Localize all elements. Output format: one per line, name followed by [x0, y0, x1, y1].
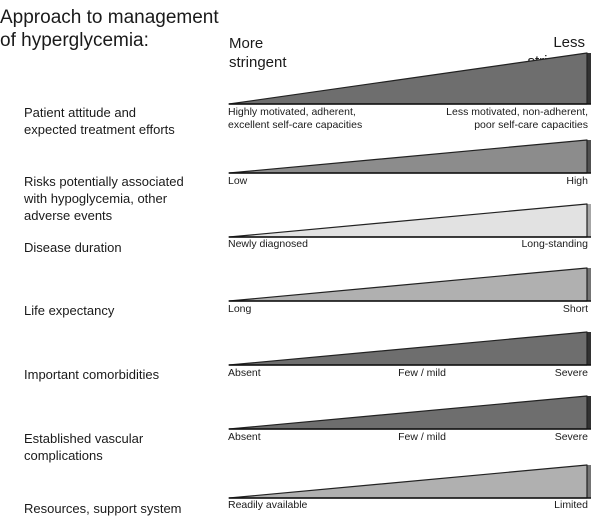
factor-label: Risks potentially associated with hypogly… [24, 173, 224, 224]
wedge-triangle [228, 203, 588, 238]
middle-label: Few / mild [398, 431, 446, 443]
left-end-label: Low [228, 175, 247, 188]
right-end-label: Severe [555, 367, 588, 380]
stringency-wedge [228, 139, 591, 174]
factor-label-line: Established vascular [24, 431, 144, 446]
left-end-label: Highly motivated, adherent, excellent sel… [228, 106, 362, 132]
factor-label-line: Important comorbidities [24, 367, 160, 382]
left-end-label: Readily available [228, 499, 307, 512]
left-end-label-line: Absent [228, 431, 261, 443]
left-end-label-line: Low [228, 175, 248, 187]
left-end-label: Newly diagnosed [228, 238, 308, 251]
wedge-triangle [228, 139, 588, 174]
stringency-wedge [228, 395, 591, 430]
left-end-label-line: Readily available [228, 499, 308, 511]
title-line-1: Approach to management [0, 7, 219, 28]
factor-label-line: Life expectancy [24, 303, 115, 318]
wedge-edge [587, 465, 591, 498]
factor-label-line: Risks potentially associated [24, 174, 184, 189]
right-end-label: Less motivated, non-adherent, poor self-c… [446, 106, 588, 132]
factor-label-line: Resources, support system [24, 501, 182, 516]
wedge-triangle [228, 52, 588, 105]
right-end-label: High [566, 175, 588, 188]
left-end-label: Absent [228, 367, 261, 380]
more-stringent-heading: More stringent [229, 34, 287, 72]
wedge-edge [587, 140, 591, 173]
stringency-wedge [228, 331, 591, 366]
middle-label: Few / mild [398, 367, 446, 379]
factor-label: Life expectancy [24, 302, 224, 319]
wedge-triangle [228, 464, 588, 499]
wedge-triangle [228, 267, 588, 302]
wedge-edge [587, 204, 591, 237]
left-end-label-line: Long [228, 303, 252, 315]
title-line-2: of hyperglycemia: [0, 30, 149, 51]
left-end-label: Long [228, 303, 251, 316]
factor-label-line: adverse events [24, 208, 113, 223]
right-end-label-line: Limited [554, 499, 588, 511]
wedge-edge [587, 332, 591, 365]
right-end-label: Limited [554, 499, 588, 512]
factor-label: Resources, support system [24, 500, 224, 517]
right-end-label-line: High [566, 175, 588, 187]
page-title: Approach to management of hyperglycemia: [0, 6, 240, 52]
stringency-wedge [228, 267, 591, 302]
factor-label-line: complications [24, 448, 103, 463]
right-end-label: Severe [555, 431, 588, 444]
factor-label-line: Disease duration [24, 240, 122, 255]
factor-label: Important comorbidities [24, 366, 224, 383]
right-end-label-line: poor self-care capacities [474, 119, 588, 131]
wedge-triangle [228, 395, 588, 430]
factor-label-line: Patient attitude and [24, 105, 137, 120]
wedge-edge [587, 53, 591, 104]
left-end-label: Absent [228, 431, 261, 444]
more-stringent-line-2: stringent [229, 54, 287, 71]
right-end-label-line: Severe [554, 367, 588, 379]
less-stringent-line-1: Less [553, 34, 585, 51]
factor-label: Patient attitude and expected treatment e… [24, 104, 224, 138]
left-end-label-line: Absent [228, 367, 261, 379]
right-end-label-line: Long-standing [521, 238, 588, 250]
factor-label-line: with hypoglycemia, other [24, 191, 168, 206]
stringency-wedge [228, 203, 591, 238]
left-end-label-line: Newly diagnosed [228, 238, 308, 250]
stringency-wedge [228, 52, 591, 105]
factor-label-line: expected treatment efforts [24, 122, 175, 137]
wedge-triangle [228, 331, 588, 366]
left-end-label-line: excellent self-care capacities [228, 119, 363, 131]
factor-label: Established vascular complications [24, 430, 224, 464]
factor-label: Disease duration [24, 239, 224, 256]
wedge-edge [587, 268, 591, 301]
right-end-label-line: Severe [554, 431, 588, 443]
right-end-label: Long-standing [521, 238, 588, 251]
stringency-wedge [228, 464, 591, 499]
right-end-label: Short [563, 303, 588, 316]
right-end-label-line: Short [562, 303, 588, 315]
left-end-label-line: Highly motivated, adherent, [228, 106, 356, 118]
right-end-label-line: Less motivated, non-adherent, [446, 106, 588, 118]
wedge-edge [587, 396, 591, 429]
more-stringent-line-1: More [229, 35, 264, 52]
